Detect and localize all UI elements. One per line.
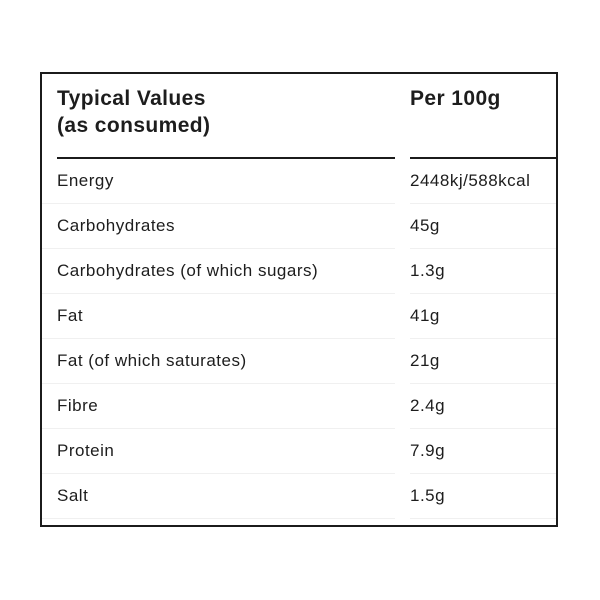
table-row: Protein 7.9g [42, 429, 556, 474]
table-row: Carbohydrates 45g [42, 204, 556, 249]
nutrient-value: 1.3g [410, 249, 556, 294]
table-header-row: Typical Values (as consumed) Per 100g [42, 74, 556, 159]
nutrient-value: 41g [410, 294, 556, 339]
nutrient-value: 45g [410, 204, 556, 249]
table-row: Carbohydrates (of which sugars) 1.3g [42, 249, 556, 294]
table-row: Salt 1.5g [42, 474, 556, 519]
nutrient-label: Salt [42, 474, 395, 519]
nutrition-table: Typical Values (as consumed) Per 100g En… [40, 72, 558, 527]
nutrient-value: 2.4g [410, 384, 556, 429]
table-row: Energy 2448kj/588kcal [42, 159, 556, 204]
nutrient-label: Fibre [42, 384, 395, 429]
nutrient-label: Energy [42, 159, 395, 204]
header-per-100g: Per 100g [410, 74, 556, 159]
nutrient-label: Fat [42, 294, 395, 339]
table-row: Fat 41g [42, 294, 556, 339]
nutrient-value: 1.5g [410, 474, 556, 519]
nutrient-value: 21g [410, 339, 556, 384]
header-typical-values: Typical Values (as consumed) [57, 74, 395, 159]
nutrient-label: Fat (of which saturates) [42, 339, 395, 384]
table-row: Fat (of which saturates) 21g [42, 339, 556, 384]
nutrient-value: 7.9g [410, 429, 556, 474]
nutrient-label: Carbohydrates (of which sugars) [42, 249, 395, 294]
nutrient-label: Protein [42, 429, 395, 474]
nutrient-value: 2448kj/588kcal [410, 159, 556, 204]
table-row: Fibre 2.4g [42, 384, 556, 429]
nutrient-label: Carbohydrates [42, 204, 395, 249]
